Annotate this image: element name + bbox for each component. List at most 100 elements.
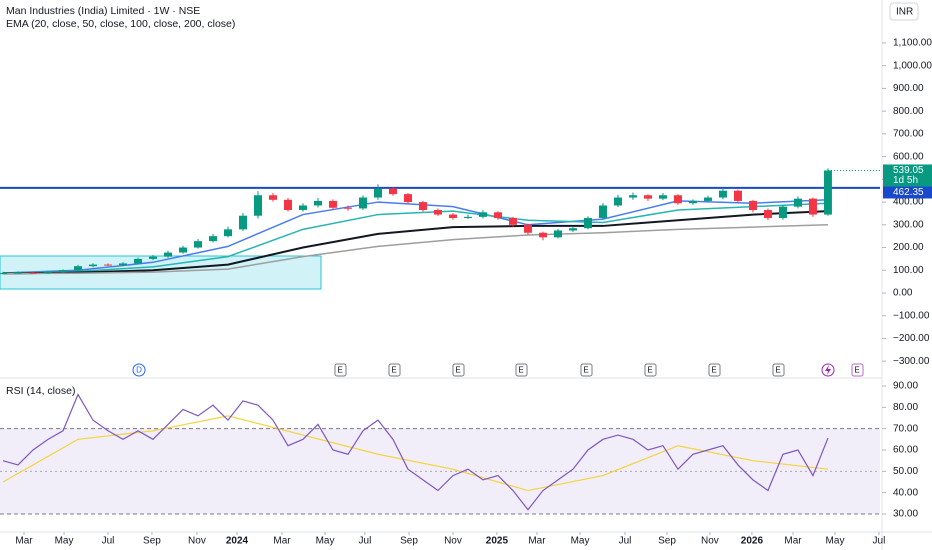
hline-price: 462.35: [893, 187, 924, 198]
candle-body: [148, 256, 157, 259]
earnings-marker: [580, 363, 593, 377]
x-tick-label: Mar: [15, 536, 33, 547]
x-tick-label: May: [571, 536, 590, 547]
y-tick-label: 0.00: [893, 288, 913, 299]
candle-body: [538, 232, 547, 238]
x-tick-label: May: [316, 536, 335, 547]
y-tick-label: 200.00: [893, 242, 924, 253]
candle-body: [718, 190, 727, 198]
candle-body: [703, 197, 712, 201]
candle-body: [808, 198, 817, 215]
event-label: E: [854, 366, 859, 375]
hline-tag: [883, 186, 932, 199]
candle-body: [103, 264, 112, 266]
candle-body: [508, 217, 517, 225]
candle-body: [373, 188, 382, 198]
candle-body: [343, 207, 352, 209]
x-tick-label: Jul: [873, 536, 886, 547]
event-label: D: [136, 366, 142, 375]
dividend-marker: [132, 363, 146, 377]
last-price-tag: [883, 164, 932, 187]
event-label: E: [518, 366, 523, 375]
candle-body: [388, 188, 397, 195]
earnings-marker: [388, 363, 401, 377]
y-tick-label: 100.00: [893, 265, 924, 276]
x-tick-label: May: [55, 536, 74, 547]
candle-body: [193, 241, 202, 248]
candle-body: [763, 210, 772, 218]
x-tick-label: Jul: [359, 536, 372, 547]
candle-body: [223, 229, 232, 237]
candle-body: [553, 230, 562, 238]
candle-body: [823, 170, 832, 215]
rsi-line: [2, 393, 829, 511]
x-tick-label: Nov: [701, 536, 719, 547]
currency[interactable]: INR: [896, 7, 913, 18]
y-tick-label: −100.00: [893, 310, 930, 321]
candle-body: [688, 200, 697, 204]
x-tick-label: May: [826, 536, 845, 547]
x-tick-label: Nov: [188, 536, 206, 547]
countdown: 1d 5h: [893, 175, 918, 186]
event-label: E: [391, 366, 396, 375]
candle-body: [463, 216, 472, 218]
candle-body: [253, 195, 262, 216]
candle-body: [598, 205, 607, 218]
x-tick-label: 2025: [486, 536, 509, 547]
event-label: E: [647, 366, 652, 375]
last-price: 539.05: [893, 165, 924, 176]
event-label: E: [583, 366, 588, 375]
candle-body: [298, 205, 307, 211]
event-label: E: [455, 366, 460, 375]
x-tick-label: Jul: [102, 536, 115, 547]
earnings-marker: [851, 363, 864, 377]
candle-body: [478, 212, 487, 217]
candle-body: [13, 272, 22, 274]
x-tick-label: Sep: [143, 536, 161, 547]
x-tick-label: Sep: [658, 536, 676, 547]
y-tick-label: 80.00: [893, 402, 918, 413]
candle-body: [643, 195, 652, 199]
bolt-icon: [825, 365, 831, 375]
y-tick-label: 1,000.00: [893, 60, 932, 71]
indicator-label: EMA (20, close, 50, close, 100, close, 2…: [6, 18, 235, 30]
candle-body: [313, 200, 322, 206]
candle-body: [358, 197, 367, 209]
event-label: E: [337, 366, 342, 375]
candle-body: [43, 272, 52, 274]
candle-body: [0, 272, 7, 274]
candle-body: [58, 270, 67, 273]
candle-body: [283, 199, 292, 211]
earnings-marker: [334, 363, 347, 377]
x-tick-label: Jul: [619, 536, 632, 547]
earnings-marker: [644, 363, 657, 377]
y-tick-label: 50.00: [893, 466, 918, 477]
earnings-marker: [708, 363, 721, 377]
x-tick-label: 2026: [741, 536, 764, 547]
currency-box[interactable]: [889, 2, 919, 21]
rsi-label: RSI (14, close): [6, 385, 75, 397]
candle-body: [433, 210, 442, 215]
candle-body: [133, 258, 142, 264]
candle-body: [208, 236, 217, 242]
candle-body: [583, 217, 592, 229]
ema-line: [2, 210, 828, 275]
y-tick-label: 1,100.00: [893, 38, 932, 49]
earnings-marker: [515, 363, 528, 377]
ema-line: [2, 224, 828, 275]
candle-body: [733, 190, 742, 201]
candle-body: [73, 266, 82, 271]
candle-body: [448, 214, 457, 218]
ema-line: [2, 202, 828, 274]
y-tick-label: 70.00: [893, 423, 918, 434]
x-tick-label: 2024: [226, 536, 249, 547]
y-tick-label: −300.00: [893, 356, 930, 367]
event-label: E: [711, 366, 716, 375]
candle-body: [748, 200, 757, 211]
candle-body: [658, 195, 667, 199]
y-tick-label: 60.00: [893, 445, 918, 456]
candle-body: [778, 206, 787, 218]
chart-title: Man Industries (India) Limited · 1W · NS…: [6, 5, 200, 17]
y-tick-label: −200.00: [893, 333, 930, 344]
